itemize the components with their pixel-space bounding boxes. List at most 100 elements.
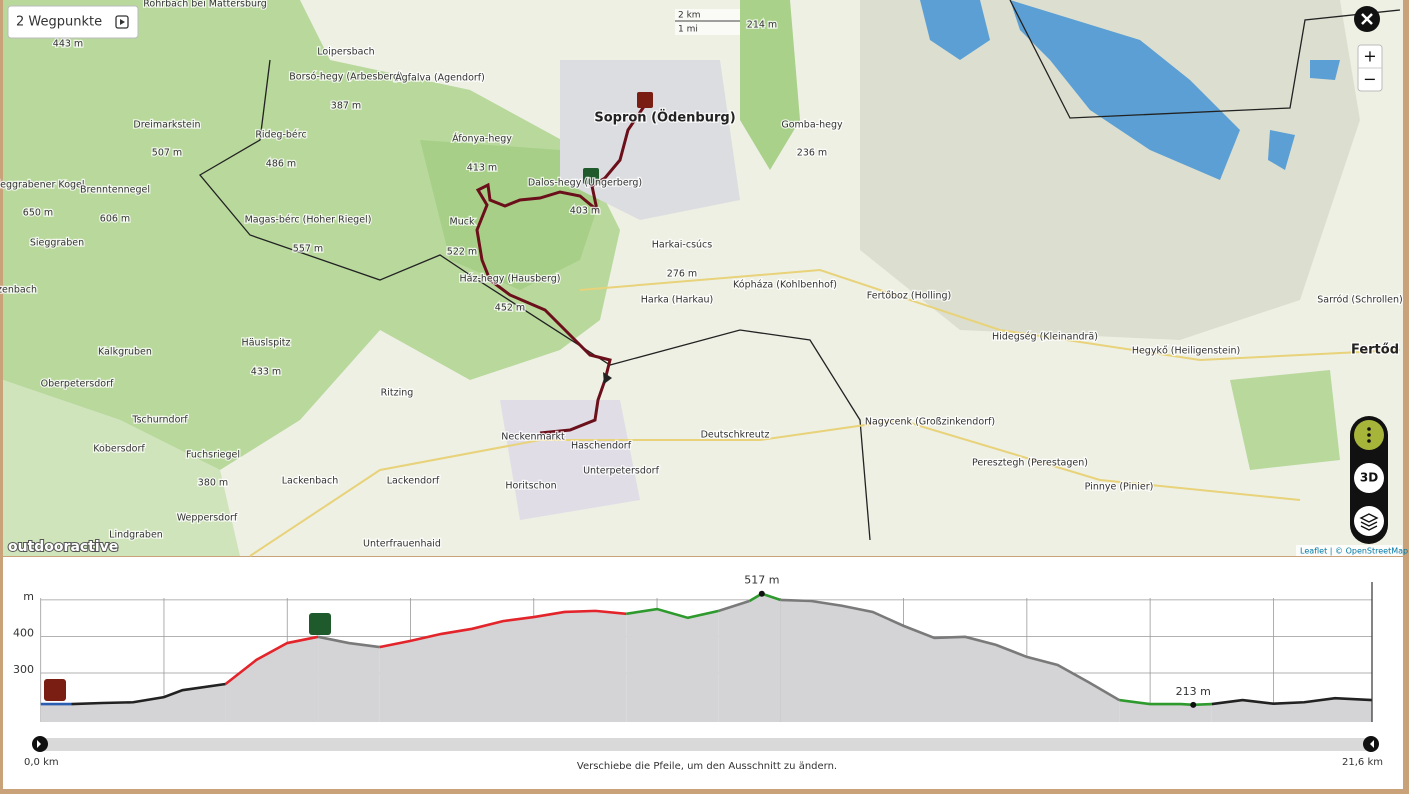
place-label: 380 m (198, 478, 228, 489)
elevation-area (40, 704, 72, 722)
waypoint-icon[interactable] (583, 168, 599, 184)
dot (1367, 439, 1371, 443)
place-label: Ritzing (381, 388, 414, 399)
place-label: Unterfrauenhaid (363, 539, 441, 550)
place-label: Weppersdorf (177, 513, 238, 524)
place-label: Unterpetersdorf (583, 466, 659, 477)
forest (420, 140, 600, 290)
place-label: 387 m (331, 101, 361, 112)
3d-button[interactable] (1354, 463, 1384, 493)
elevation-line (1119, 698, 1212, 707)
waypoints-button[interactable] (7, 5, 139, 39)
place-label: Brenntennegel (80, 185, 150, 196)
road (249, 418, 1301, 557)
border (199, 59, 871, 541)
handle-icon (37, 740, 41, 748)
layers-button[interactable] (1354, 506, 1384, 536)
elevation-area (318, 636, 380, 722)
place-label: Kobersdorf (93, 444, 145, 455)
3d-label: 3D (1360, 471, 1378, 485)
place-label: Deutschkreutz (701, 430, 770, 441)
place-label: Rideg-bérc (255, 130, 306, 141)
start-icon[interactable] (637, 92, 653, 108)
direction-arrow (603, 372, 612, 384)
place-label: zenbach (0, 285, 37, 296)
place-label: Rohrbach bei Mattersburg (143, 0, 267, 10)
zoom-in[interactable]: + (1363, 47, 1376, 66)
elevation-area (225, 636, 319, 722)
place-label: 403 m (570, 206, 600, 217)
town (560, 60, 740, 220)
place-label: Muck (450, 217, 475, 228)
place-label: Pinnye (Pinier) (1085, 482, 1154, 493)
place-label: Hidegség (Kleinandrä) (992, 332, 1098, 343)
scale-km: 2 km (678, 11, 701, 21)
place-label: Ágfalva (Agendorf) (395, 72, 485, 84)
elevation-line (224, 635, 319, 686)
place-label: Sieggrabener Kogel (0, 180, 85, 191)
place-label: 507 m (152, 148, 182, 159)
scale (675, 9, 740, 35)
place-label: Haschendorf (571, 441, 632, 452)
place-label: Magas-bérc (Hoher Riegel) (245, 215, 372, 226)
elevation-line (1211, 696, 1373, 706)
place-label: Dalos-hegy (Ungerberg) (528, 178, 642, 189)
place-label: Lindgraben (109, 530, 163, 541)
y-tick-label: m (23, 590, 34, 603)
place-label: Loipersbach (317, 47, 374, 58)
place-label: Harka (Harkau) (641, 295, 714, 306)
place-label: 557 m (293, 244, 323, 255)
play-icon[interactable] (115, 15, 129, 29)
y-tick-label: 300 (13, 663, 34, 676)
route (475, 104, 647, 435)
place-label: Ház-hegy (Hausberg) (460, 274, 561, 285)
town (500, 400, 640, 520)
extreme-point (1190, 701, 1197, 708)
attribution[interactable]: Leaflet | © OpenStreetMap (1300, 547, 1408, 556)
place-label: Häuslspitz (242, 338, 291, 349)
place-label: 214 m (747, 20, 777, 31)
place-label: Horitschon (505, 481, 556, 492)
place-label: Kalkgruben (98, 347, 152, 358)
forest (3, 380, 240, 556)
place-label: Fertőboz (Holling) (867, 291, 951, 302)
place-label: 452 m (495, 303, 525, 314)
border (1009, 0, 1401, 119)
slider-hint: Verschiebe die Pfeile, um den Ausschnitt… (577, 761, 837, 772)
place-label: Lackenbach (282, 476, 338, 487)
elevation-area (71, 683, 226, 722)
slider-end: 21,6 km (1342, 757, 1383, 768)
layers-icon (1359, 513, 1379, 531)
dot (1367, 433, 1371, 437)
start-icon (44, 679, 66, 701)
place-label: 486 m (266, 159, 296, 170)
brand: outdooractive (8, 539, 118, 555)
elevation-line (379, 609, 627, 649)
elevation-area (626, 609, 719, 722)
forest (3, 0, 620, 470)
zoom-out[interactable]: − (1363, 70, 1376, 89)
forest (1230, 370, 1340, 470)
elevation-line (780, 598, 1120, 702)
lake (1268, 130, 1295, 170)
place-label: 413 m (467, 163, 497, 174)
place-label: Fertőd (1351, 343, 1399, 358)
slider-start: 0,0 km (24, 757, 59, 768)
lake (1310, 60, 1340, 80)
place-label: Sarród (Schrollen) (1317, 295, 1403, 306)
place-label: Gomba-hegy (781, 120, 843, 131)
place-label: Harkai-csúcs (652, 240, 713, 251)
y-tick-label: 400 (13, 626, 34, 639)
place-label: Borsó-hegy (Arbesberg) (289, 72, 402, 83)
scale-mi: 1 mi (678, 25, 698, 35)
extreme-label: 517 m (744, 574, 779, 587)
place-label: Tschurndorf (131, 415, 188, 426)
place-label: Dreimarkstein (133, 120, 200, 131)
place-label: 276 m (667, 269, 697, 280)
elevation-area (1211, 698, 1372, 722)
elevation-line (71, 682, 226, 706)
lake (1010, 0, 1240, 180)
waypoints-count: 2 Wegpunkte (16, 15, 102, 30)
range-slider[interactable] (40, 738, 1372, 751)
